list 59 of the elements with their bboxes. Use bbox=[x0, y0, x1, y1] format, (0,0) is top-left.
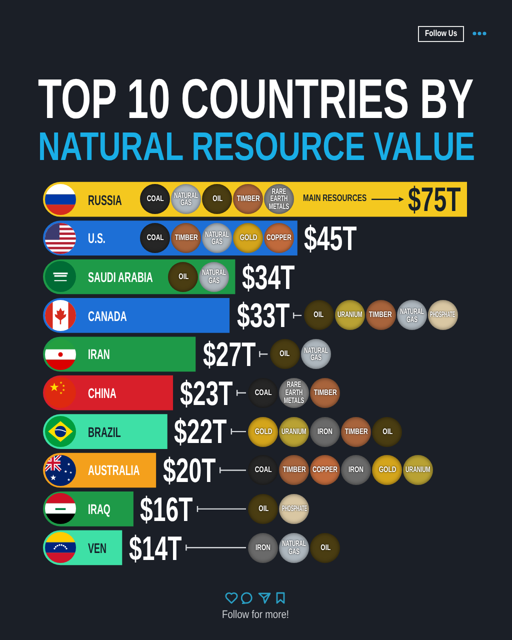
annotation: OIL bbox=[178, 272, 189, 281]
annotation: TIMBER bbox=[344, 426, 368, 436]
annotation: IRON bbox=[256, 542, 270, 552]
annotation: URANIUM bbox=[281, 426, 306, 436]
annotation: COAL bbox=[146, 194, 164, 204]
annotation: COAL bbox=[254, 465, 272, 474]
annotation: OIL bbox=[320, 542, 330, 552]
annotation: GOLD bbox=[239, 233, 257, 242]
annotation: NATURAL GAS bbox=[202, 268, 227, 285]
annotation: NATURAL GAS bbox=[204, 230, 230, 246]
data-label: $27T bbox=[202, 336, 256, 374]
text: Follow for more! bbox=[222, 609, 290, 622]
data-label: $23T bbox=[180, 374, 233, 413]
y-tick-label: CHINA bbox=[88, 385, 116, 402]
annotation: GOLD bbox=[378, 465, 396, 474]
annotation: NATURAL GAS bbox=[399, 306, 424, 324]
y-tick-label: BRAZIL bbox=[88, 424, 121, 440]
data-label: $16T bbox=[140, 490, 194, 529]
annotation: OIL bbox=[280, 349, 290, 358]
y-tick-label: VEN bbox=[88, 540, 106, 556]
annotation: COPPER bbox=[312, 465, 338, 474]
annotation: MAIN RESOURCES bbox=[303, 193, 367, 204]
annotation: GOLD bbox=[254, 426, 272, 436]
annotation: COAL bbox=[146, 233, 164, 242]
y-tick-label: U.S. bbox=[88, 230, 106, 246]
annotation: OIL bbox=[314, 310, 324, 320]
text: Follow Us bbox=[425, 28, 458, 38]
annotation: TIMBER bbox=[236, 194, 260, 204]
y-tick-label: IRAQ bbox=[88, 501, 110, 518]
annotation: IRON bbox=[318, 426, 332, 436]
data-label: $20T bbox=[163, 452, 216, 490]
data-label: $34T bbox=[242, 258, 295, 297]
data-label: $33T bbox=[236, 297, 290, 336]
annotation: COPPER bbox=[266, 233, 292, 242]
annotation: TIMBER bbox=[313, 388, 336, 397]
annotation: URANIUM bbox=[337, 310, 362, 320]
y-tick-label: SAUDI ARABIA bbox=[88, 268, 153, 285]
y-tick-label: CANADA bbox=[88, 308, 127, 324]
data-label: $22T bbox=[174, 413, 228, 452]
annotation: NATURAL GAS bbox=[303, 346, 328, 362]
annotation: URANIUM bbox=[405, 465, 430, 474]
data-label: $45T bbox=[304, 220, 358, 258]
annotation: OIL bbox=[212, 194, 222, 204]
annotation: COAL bbox=[254, 388, 272, 397]
y-tick-label: RUSSIA bbox=[88, 192, 122, 208]
annotation: OIL bbox=[258, 504, 268, 513]
annotation: TIMBER bbox=[174, 233, 198, 242]
annotation: PHOSPHATE bbox=[282, 504, 307, 513]
y-tick-label: IRAN bbox=[88, 346, 110, 362]
annotation: TIMBER bbox=[368, 310, 392, 320]
annotation: NATURAL GAS bbox=[282, 539, 306, 556]
annotation: PHOSPHATE bbox=[430, 310, 456, 320]
annotation: OIL bbox=[382, 426, 392, 436]
annotation: TIMBER bbox=[282, 465, 306, 474]
data-label: $75T bbox=[408, 181, 461, 220]
annotation: NATURAL GAS bbox=[174, 190, 198, 208]
y-tick-label: AUSTRALIA bbox=[88, 462, 140, 478]
data-label: $14T bbox=[129, 530, 182, 568]
annotation: IRON bbox=[348, 465, 364, 474]
